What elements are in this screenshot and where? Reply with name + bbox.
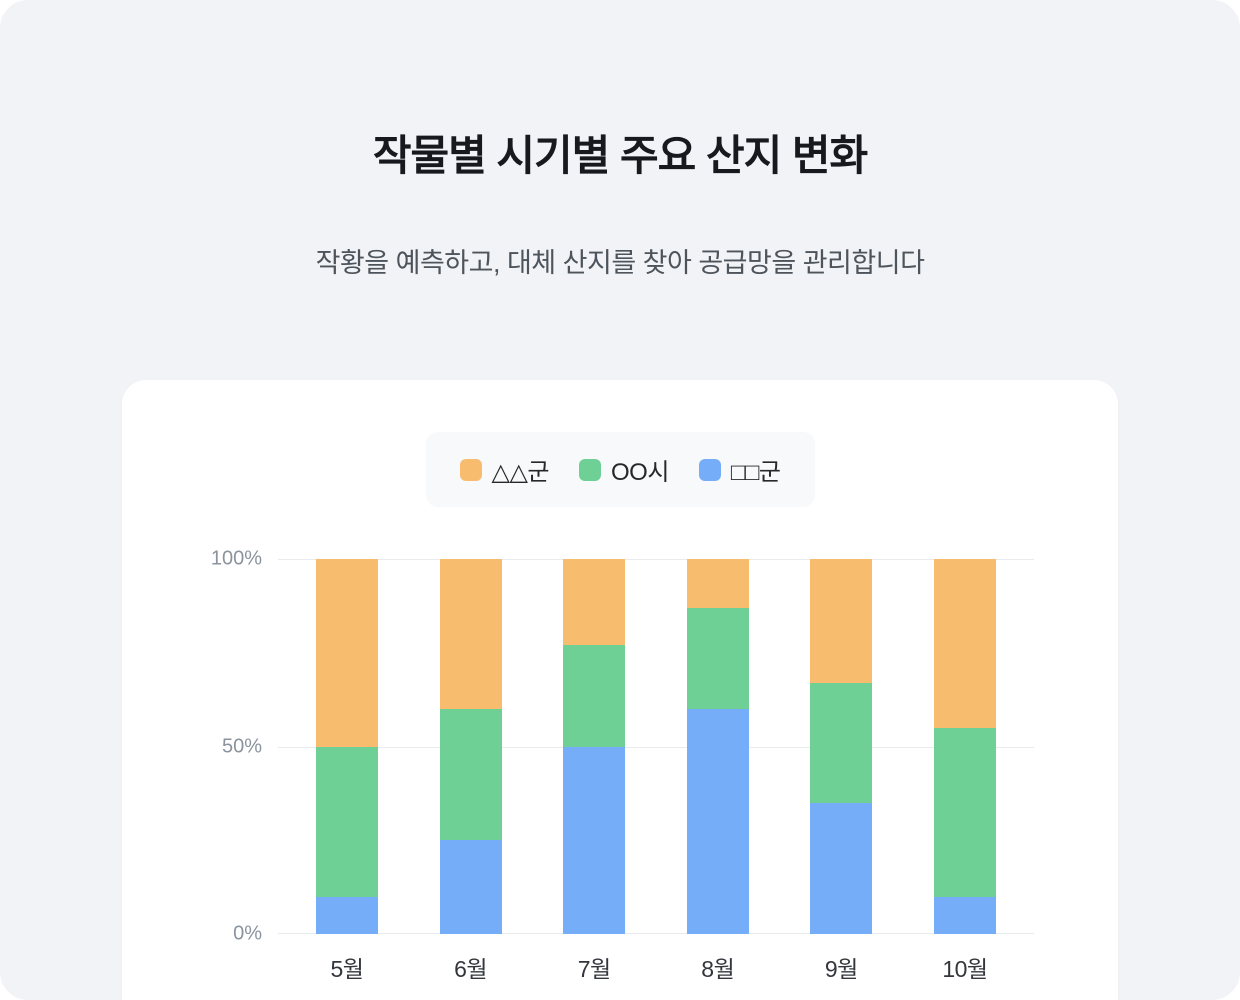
- plot-area: [278, 559, 1034, 934]
- bars-container: [278, 559, 1034, 934]
- bar-segment: [686, 607, 749, 709]
- bar-segment: [439, 559, 502, 709]
- y-tick-0: 0%: [233, 922, 262, 945]
- legend-swatch-green-icon: [579, 458, 601, 481]
- x-tick-label: 10월: [942, 956, 988, 982]
- x-axis: 5월 6월 7월 8월 9월 10월: [278, 950, 1034, 984]
- bar-segment: [933, 559, 996, 728]
- bar-segment: [316, 746, 378, 897]
- x-tick-label: 5월: [330, 956, 364, 982]
- x-tick-label: 8월: [701, 956, 735, 982]
- bar-segment: [316, 559, 378, 747]
- bar: [686, 559, 749, 934]
- page-subtitle: 작황을 예측하고, 대체 산지를 찾아 공급망을 관리합니다: [315, 248, 925, 278]
- bar-segment: [810, 802, 873, 934]
- bar-segment: [933, 896, 996, 934]
- x-tick-label: 7월: [577, 956, 611, 982]
- gridline-50: [278, 746, 1034, 748]
- bar-segment: [563, 746, 626, 934]
- stacked-bar-chart: 100% 50% 0% 5월 6월 7월 8월 9월 10월: [206, 548, 1034, 984]
- page-title: 작물별 시기별 주요 산지 변화: [372, 132, 868, 179]
- bar: [933, 559, 996, 934]
- bar-segment: [439, 840, 502, 934]
- bar-segment: [933, 727, 996, 897]
- bar: [810, 559, 873, 934]
- legend-label: OO시: [611, 459, 669, 486]
- bar-segment: [686, 709, 749, 934]
- chart-card: △△군 OO시 □□군 100% 50% 0%: [122, 380, 1118, 1000]
- bar-segment: [563, 559, 626, 646]
- bar-segment: [563, 645, 626, 747]
- gridline-100: [278, 559, 1034, 560]
- bar-segment: [316, 896, 378, 934]
- x-tick-label: 6월: [454, 956, 488, 982]
- legend-label: □□군: [730, 459, 781, 486]
- bar-segment: [810, 559, 873, 683]
- legend-item-green: OO시: [579, 452, 669, 487]
- gridline-0: [278, 933, 1034, 934]
- legend-swatch-blue-icon: [698, 458, 721, 481]
- bar-segment: [810, 682, 873, 803]
- x-tick-label: 9월: [824, 956, 858, 982]
- y-axis: 100% 50% 0%: [206, 548, 278, 945]
- legend-item-orange: △△군: [459, 452, 550, 487]
- bar-segment: [439, 709, 502, 841]
- chart-legend: △△군 OO시 □□군: [425, 432, 815, 507]
- bar: [439, 559, 502, 934]
- bar: [316, 559, 378, 934]
- y-tick-50: 50%: [221, 735, 262, 757]
- y-tick-100: 100%: [210, 547, 262, 570]
- legend-label: △△군: [491, 459, 550, 486]
- bar: [563, 559, 626, 934]
- bar-segment: [686, 559, 749, 608]
- legend-item-blue: □□군: [698, 452, 781, 487]
- legend-swatch-orange-icon: [459, 458, 482, 481]
